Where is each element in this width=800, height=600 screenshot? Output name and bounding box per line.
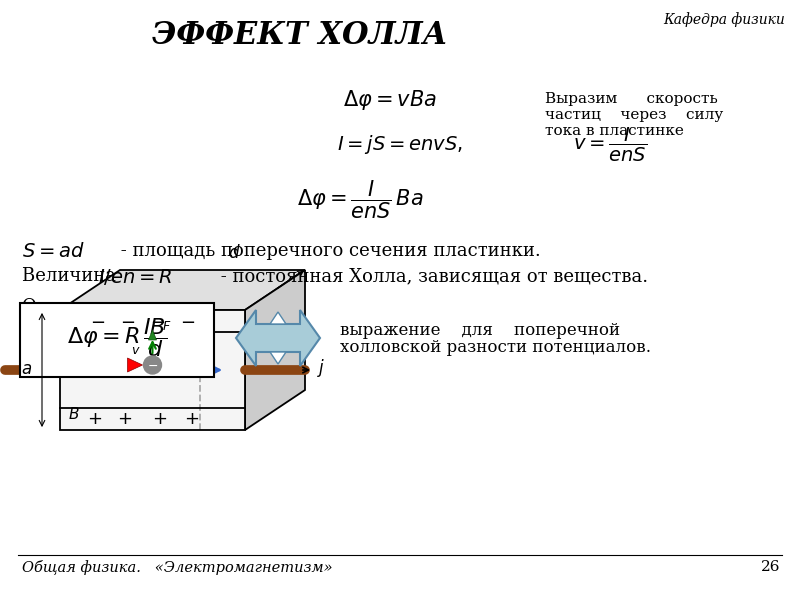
- Text: $v = \dfrac{I}{enS}$: $v = \dfrac{I}{enS}$: [573, 126, 647, 164]
- Text: $+$: $+$: [185, 410, 199, 428]
- Text: $-$: $-$: [150, 312, 166, 330]
- Polygon shape: [245, 270, 305, 430]
- Text: $\Delta\varphi = \dfrac{I}{enS}\, Ba$: $\Delta\varphi = \dfrac{I}{enS}\, Ba$: [297, 179, 423, 221]
- Text: $I/en = R$: $I/en = R$: [98, 267, 172, 287]
- Text: $-$: $-$: [121, 312, 135, 330]
- Text: Выразим      скорость: Выразим скорость: [545, 92, 718, 106]
- Text: $\Delta\varphi = R\,\dfrac{IB}{d}$: $\Delta\varphi = R\,\dfrac{IB}{d}$: [67, 317, 167, 359]
- Text: $+$: $+$: [153, 410, 167, 428]
- Text: $+$: $+$: [87, 410, 102, 428]
- FancyBboxPatch shape: [20, 303, 214, 377]
- Text: $-$: $-$: [181, 312, 195, 330]
- Text: $v$: $v$: [130, 344, 140, 358]
- Text: $-$: $-$: [147, 358, 158, 371]
- Text: частиц    через    силу: частиц через силу: [545, 108, 723, 122]
- Text: $d$: $d$: [228, 244, 241, 262]
- Circle shape: [143, 356, 162, 374]
- Text: тока в пластинке: тока в пластинке: [545, 124, 684, 138]
- Text: $I = jS = envS,$: $I = jS = envS,$: [337, 133, 463, 157]
- Text: $j$: $j$: [317, 357, 326, 379]
- Text: $a$: $a$: [21, 361, 32, 379]
- Polygon shape: [127, 358, 142, 372]
- Text: - постоянная Холла, зависящая от вещества.: - постоянная Холла, зависящая от веществ…: [215, 267, 648, 285]
- Text: выражение    для    поперечной: выражение для поперечной: [340, 322, 620, 339]
- Text: ЭФФЕКТ ХОЛЛА: ЭФФЕКТ ХОЛЛА: [152, 20, 448, 51]
- Text: $+$: $+$: [118, 410, 133, 428]
- Polygon shape: [60, 270, 305, 310]
- Polygon shape: [236, 310, 320, 366]
- Polygon shape: [149, 330, 157, 340]
- Text: $\Delta\varphi = vBa$: $\Delta\varphi = vBa$: [343, 88, 437, 112]
- Text: $F$: $F$: [162, 320, 171, 333]
- Polygon shape: [270, 312, 286, 324]
- Polygon shape: [60, 310, 245, 430]
- Text: $-$: $-$: [90, 312, 106, 330]
- Text: $B$: $B$: [68, 406, 79, 422]
- Text: - площадь поперечного сечения пластинки.: - площадь поперечного сечения пластинки.: [115, 242, 541, 260]
- Text: Общая физика.   «Электромагнетизм»: Общая физика. «Электромагнетизм»: [22, 560, 333, 575]
- Text: $S = ad$: $S = ad$: [22, 242, 85, 261]
- Text: холловской разности потенциалов.: холловской разности потенциалов.: [340, 339, 651, 356]
- Text: 26: 26: [761, 560, 780, 574]
- Text: Окончательно:: Окончательно:: [22, 298, 164, 316]
- Polygon shape: [270, 352, 286, 364]
- Text: Величина: Величина: [22, 267, 122, 285]
- Text: Кафедра физики: Кафедра физики: [663, 12, 785, 27]
